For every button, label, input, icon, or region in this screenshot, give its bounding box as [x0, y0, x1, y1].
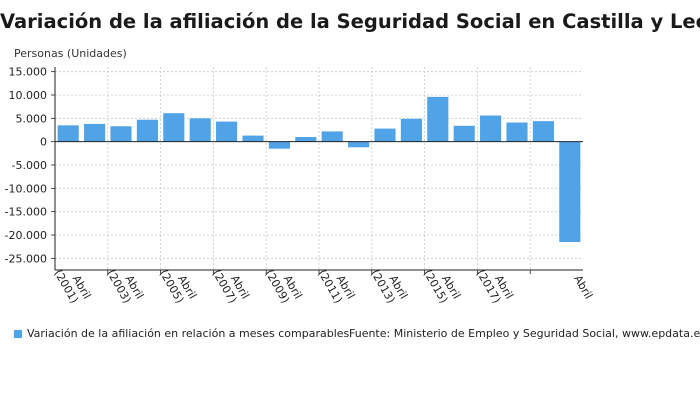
y-tick-label: -25.000 — [5, 252, 47, 265]
bar — [57, 125, 79, 142]
x-tick-label: Abril(2017) — [474, 261, 516, 308]
x-tick-label: Abril(2001) — [51, 261, 93, 308]
x-tick-label: Abril(2011) — [315, 261, 357, 308]
bar — [427, 96, 449, 142]
bar — [559, 141, 581, 242]
y-tick-label: -20.000 — [5, 229, 47, 242]
x-tick-label: Abril(2003) — [104, 261, 146, 308]
bar — [453, 125, 475, 142]
y-tick-label: 0 — [40, 136, 47, 149]
bar — [532, 121, 554, 142]
legend: Variación de la afiliación en relación a… — [14, 327, 349, 340]
bar — [321, 131, 343, 142]
bar — [110, 126, 132, 142]
bar — [480, 115, 502, 142]
x-tick-label: Abril — [571, 273, 595, 301]
y-tick-label: 5.000 — [16, 112, 48, 125]
bar — [216, 121, 238, 142]
bar — [84, 123, 106, 142]
x-tick-label: Abril(2013) — [368, 261, 410, 308]
bar — [374, 128, 396, 142]
x-tick-label: Abril(2015) — [421, 261, 463, 308]
chart-title: Variación de la afiliación de la Segurid… — [0, 10, 700, 33]
bar — [268, 141, 290, 149]
bar — [506, 122, 528, 142]
x-tick-label: Abril(2005) — [157, 261, 199, 308]
y-tick-label: -10.000 — [5, 182, 47, 195]
bar — [136, 119, 158, 142]
bar — [189, 118, 211, 142]
bar — [163, 113, 185, 142]
bar — [400, 118, 422, 142]
y-tick-label: -15.000 — [5, 206, 47, 219]
y-tick-label: 15.000 — [9, 66, 48, 79]
bar-chart: 15.000 10.000 5.000 0 -5.000 -10.000 -15.000 -2… — [5, 66, 596, 308]
y-tick-label: 10.000 — [9, 89, 48, 102]
y-tick-label: -5.000 — [12, 159, 47, 172]
bar — [242, 135, 264, 142]
source-note: Fuente: Ministerio de Empleo y Seguridad… — [349, 327, 700, 340]
legend-swatch — [14, 329, 22, 338]
bar — [348, 141, 370, 148]
legend-label: Variación de la afiliación en relación a… — [27, 327, 350, 340]
x-tick-label: Abril(2007) — [210, 261, 252, 308]
bar — [295, 137, 317, 142]
x-tick-label: Abril(2009) — [263, 261, 305, 308]
y-axis-label: Personas (Unidades) — [14, 47, 127, 60]
